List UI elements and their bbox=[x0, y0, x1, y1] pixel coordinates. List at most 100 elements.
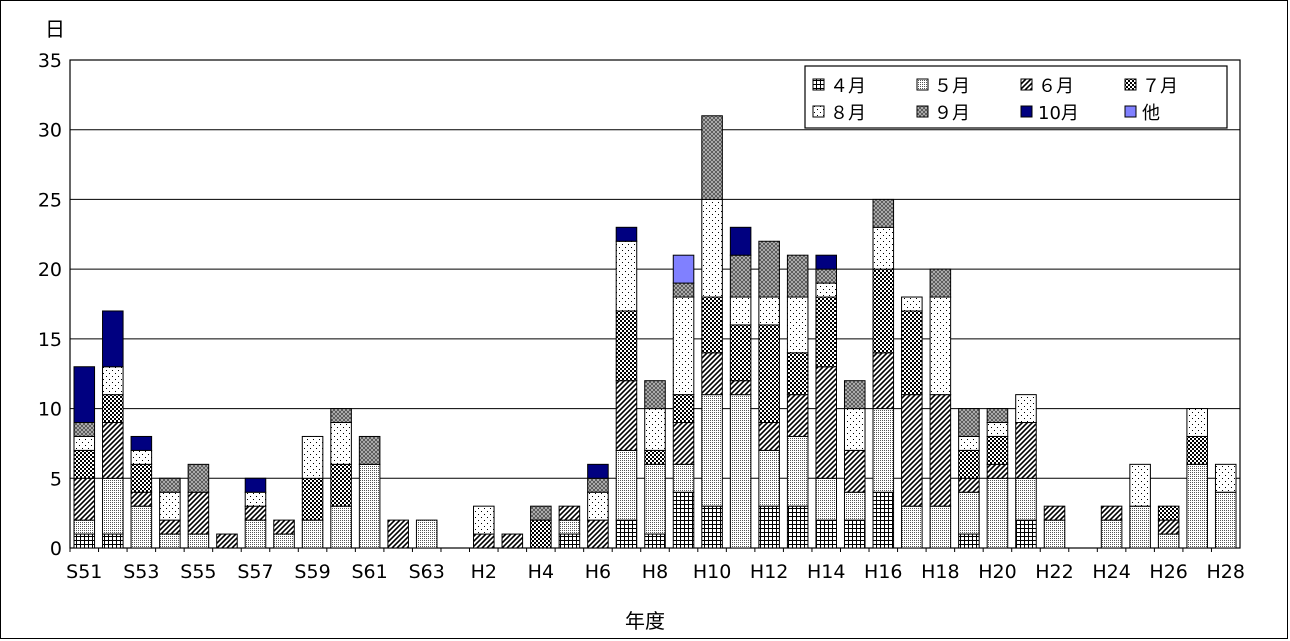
bar-segment-H13-2 bbox=[786, 435, 809, 507]
legend-swatch bbox=[916, 105, 929, 118]
legend-swatch bbox=[812, 78, 825, 91]
bar-segment-H9-6 bbox=[672, 282, 695, 298]
y-tick-label: 10 bbox=[38, 399, 62, 421]
bar-segment-S54-6 bbox=[159, 477, 181, 493]
bar-segment-H27-4 bbox=[1186, 435, 1208, 465]
legend-swatch bbox=[916, 78, 929, 91]
bar-segment-S60-5 bbox=[330, 422, 352, 465]
bar-segment-H2-3 bbox=[473, 533, 495, 549]
bar-segment-H8-1 bbox=[644, 533, 666, 549]
bar-segment-H15-3 bbox=[843, 449, 866, 493]
bar-segment-H10-3 bbox=[701, 352, 723, 396]
bar-segment-H19-1 bbox=[958, 533, 980, 549]
bar-segment-H15-6 bbox=[843, 380, 866, 410]
x-tick-label: H16 bbox=[864, 561, 902, 583]
bar-segment-H17-5 bbox=[901, 296, 923, 312]
bar-segment-S59-4 bbox=[301, 477, 324, 521]
bar-segment-H7-5 bbox=[615, 240, 638, 312]
bar-segment-S57-3 bbox=[244, 505, 267, 521]
bar-segment-H10-2 bbox=[701, 394, 723, 507]
bar-segment-H16-6 bbox=[872, 198, 895, 228]
bar-segment-H21-3 bbox=[1015, 422, 1037, 479]
y-tick-label: 30 bbox=[38, 120, 62, 142]
bar-segment-S60-6 bbox=[330, 408, 352, 424]
bar-segment-H10-5 bbox=[701, 198, 723, 298]
bar-segment-S52-3 bbox=[102, 422, 124, 479]
bar-segment-H21-2 bbox=[1015, 477, 1037, 521]
bar-segment-H9-1 bbox=[672, 491, 695, 549]
x-tick-label: H20 bbox=[978, 561, 1016, 583]
legend-entry-label: ６月 bbox=[1038, 76, 1074, 97]
y-tick-label: 25 bbox=[38, 189, 62, 211]
bar-segment-H26-3 bbox=[1157, 519, 1180, 535]
bar-segment-H7-7 bbox=[615, 226, 638, 242]
legend-swatch bbox=[1124, 78, 1137, 91]
bar-segment-H6-7 bbox=[587, 463, 609, 479]
bar-segment-S54-5 bbox=[159, 491, 181, 521]
bar-segment-H21-5 bbox=[1015, 394, 1037, 424]
bar-segment-H21-1 bbox=[1015, 519, 1037, 549]
x-tick-label: S63 bbox=[409, 561, 445, 583]
bar-segment-H6-5 bbox=[587, 491, 609, 521]
bar-segment-S57-5 bbox=[244, 491, 267, 507]
bar-segment-S52-5 bbox=[102, 366, 124, 396]
legend bbox=[804, 65, 1228, 129]
bar-segment-H13-6 bbox=[786, 254, 809, 298]
x-tick-label: S55 bbox=[180, 561, 216, 583]
bar-segment-S54-2 bbox=[159, 533, 181, 549]
bar-segment-H5-3 bbox=[558, 505, 581, 521]
bar-segment-H14-4 bbox=[815, 296, 838, 368]
bar-segment-H22-3 bbox=[1043, 505, 1066, 521]
bar-segment-H18-6 bbox=[929, 268, 952, 298]
bar-segment-H9-8 bbox=[672, 254, 695, 284]
legend-entry-label: ８月 bbox=[830, 103, 866, 124]
legend-entry-label: 他 bbox=[1142, 103, 1160, 124]
bar-segment-H5-1 bbox=[558, 533, 581, 549]
legend-swatch bbox=[812, 105, 825, 118]
x-tick-label: H18 bbox=[921, 561, 959, 583]
bar-segment-H14-1 bbox=[815, 519, 838, 549]
legend-swatch bbox=[1020, 105, 1033, 118]
x-tick-label: H14 bbox=[807, 561, 845, 583]
bar-segment-S51-6 bbox=[73, 422, 96, 437]
y-tick-label: 0 bbox=[50, 538, 62, 560]
legend-entry-label: ７月 bbox=[1142, 76, 1178, 97]
bar-segment-S57-2 bbox=[244, 519, 267, 549]
bar-segment-H12-5 bbox=[758, 296, 780, 326]
bar-segment-H12-6 bbox=[758, 240, 780, 298]
bar-segment-H20-2 bbox=[986, 477, 1009, 549]
bar-segment-H18-3 bbox=[929, 394, 952, 507]
bar-segment-H16-2 bbox=[872, 408, 895, 493]
bar-segment-S52-2 bbox=[102, 477, 124, 535]
bar-segment-H11-4 bbox=[729, 324, 752, 382]
y-tick-label: 35 bbox=[38, 50, 62, 72]
bar-segment-H15-2 bbox=[843, 491, 866, 521]
bar-segment-H28-2 bbox=[1214, 491, 1237, 549]
bar-segment-S61-2 bbox=[358, 463, 381, 549]
bar-segment-S52-7 bbox=[102, 310, 124, 368]
bar-segment-H19-5 bbox=[958, 435, 980, 451]
bar-segment-H9-3 bbox=[672, 422, 695, 465]
bar-segment-H26-2 bbox=[1157, 533, 1180, 549]
y-tick-label: 5 bbox=[50, 468, 62, 490]
bar-segment-H14-7 bbox=[815, 254, 838, 270]
bar-segment-H14-5 bbox=[815, 282, 838, 298]
bar-segment-S51-5 bbox=[73, 435, 96, 451]
bar-segment-S53-2 bbox=[130, 505, 153, 549]
bar-segment-H26-4 bbox=[1157, 505, 1180, 521]
bar-segment-S54-3 bbox=[159, 519, 181, 535]
bar-segment-H20-5 bbox=[986, 422, 1009, 437]
bar-segment-H25-5 bbox=[1129, 463, 1151, 507]
bar-segment-S53-4 bbox=[130, 463, 153, 493]
bar-segment-S53-7 bbox=[130, 435, 153, 451]
bar-segment-S62-3 bbox=[387, 519, 409, 549]
bar-segment-H19-3 bbox=[958, 477, 980, 493]
bar-segment-H8-4 bbox=[644, 449, 666, 465]
bar-segment-S59-5 bbox=[301, 435, 324, 479]
bar-segment-S58-3 bbox=[273, 519, 295, 535]
bar-segment-H11-6 bbox=[729, 254, 752, 298]
x-tick-label: H22 bbox=[1035, 561, 1073, 583]
bar-segment-S55-6 bbox=[187, 463, 210, 493]
bar-segment-H16-4 bbox=[872, 268, 895, 354]
bar-segment-H12-1 bbox=[758, 505, 780, 549]
